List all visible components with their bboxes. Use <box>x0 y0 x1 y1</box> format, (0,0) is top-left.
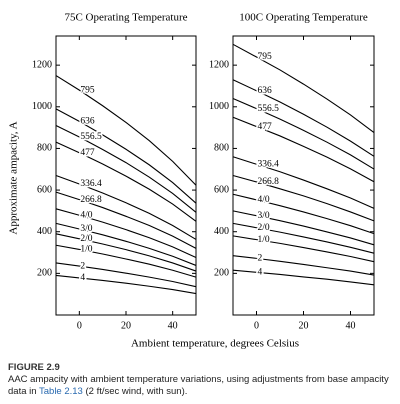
series-line <box>55 262 197 288</box>
series-label: 2/0 <box>258 223 270 233</box>
series-line <box>232 43 375 134</box>
x-axis-label: Ambient temperature, degrees Celsius <box>131 338 299 350</box>
y-tick-label: 400 <box>214 226 229 237</box>
series-label: 2 <box>258 254 263 264</box>
series-line <box>232 255 375 276</box>
series-line <box>232 79 375 157</box>
y-tick-label: 1000 <box>32 101 52 112</box>
series-line <box>55 233 197 272</box>
series-line <box>55 191 197 249</box>
y-tick-label: 800 <box>37 143 52 154</box>
series-line <box>55 244 197 278</box>
caption-link[interactable]: Table 2.13 <box>39 386 83 397</box>
series-label: 477 <box>80 148 95 158</box>
series-label: 4/0 <box>258 195 270 205</box>
series-label: 336.4 <box>80 179 102 189</box>
series-label: 1/0 <box>258 235 270 245</box>
x-tick-label: 0 <box>77 320 82 331</box>
series-label: 477 <box>258 122 273 132</box>
x-tick-label: 40 <box>346 320 356 331</box>
series-label: 266.8 <box>80 195 102 205</box>
y-tick-label: 600 <box>214 184 229 195</box>
x-tick-label: 20 <box>299 320 309 331</box>
x-tick-label: 0 <box>254 320 259 331</box>
y-tick-label: 200 <box>37 268 52 279</box>
series-label: 3/0 <box>258 211 270 221</box>
series-line <box>55 174 197 240</box>
chart: Approximate ampacity, A Ambient temperat… <box>8 12 375 350</box>
series-line <box>55 222 197 266</box>
series-label: 336.4 <box>258 159 280 169</box>
series-line <box>232 193 375 235</box>
series-line <box>232 156 375 209</box>
series-label: 636 <box>258 86 273 96</box>
series-label: 266.8 <box>258 177 280 187</box>
series-label: 556.5 <box>80 132 102 142</box>
series-line <box>55 274 197 295</box>
series-line <box>232 174 375 222</box>
series-line <box>55 75 197 186</box>
y-tick-label: 200 <box>214 268 229 279</box>
chart-title: 75C Operating Temperature <box>64 12 187 24</box>
caption: FIGURE 2.9 AAC ampacity with ambient tem… <box>8 362 392 398</box>
y-tick-label: 600 <box>37 184 52 195</box>
series-line <box>232 116 375 183</box>
series-label: 4 <box>80 273 85 283</box>
chart-title: 100C Operating Temperature <box>239 12 368 24</box>
series-label: 4/0 <box>80 210 92 220</box>
x-tick-label: 40 <box>168 320 178 331</box>
series-label: 556.5 <box>258 104 280 114</box>
y-tick-label: 1200 <box>32 59 52 70</box>
y-tick-label: 400 <box>37 226 52 237</box>
series-label: 2 <box>80 261 85 271</box>
caption-text: (2 ft/sec wind, with sun). <box>82 386 188 397</box>
series-line <box>55 125 197 213</box>
y-tick-label: 800 <box>214 143 229 154</box>
series-label: 4 <box>258 268 263 278</box>
x-tick-label: 20 <box>121 320 131 331</box>
y-tick-label: 1000 <box>209 101 229 112</box>
caption-text: AAC ampacity with ambient temperature va… <box>8 374 389 397</box>
series-label: 636 <box>80 117 95 127</box>
series-label: 795 <box>80 85 95 95</box>
series-label: 1/0 <box>80 245 92 255</box>
plot-frame <box>232 35 375 316</box>
y-tick-label: 1200 <box>209 59 229 70</box>
series-label: 795 <box>258 52 273 62</box>
series-label: 3/0 <box>80 224 92 234</box>
y-axis-label: Approximate ampacity, A <box>8 121 20 234</box>
series-label: 2/0 <box>80 234 92 244</box>
series-line <box>55 108 197 204</box>
caption-label: FIGURE 2.9 <box>8 362 60 373</box>
series-line <box>55 141 197 222</box>
series-line <box>232 235 375 263</box>
series-line <box>232 269 375 286</box>
series-line <box>232 210 375 246</box>
series-line <box>55 208 197 259</box>
series-line <box>232 97 375 170</box>
series-line <box>232 222 375 254</box>
